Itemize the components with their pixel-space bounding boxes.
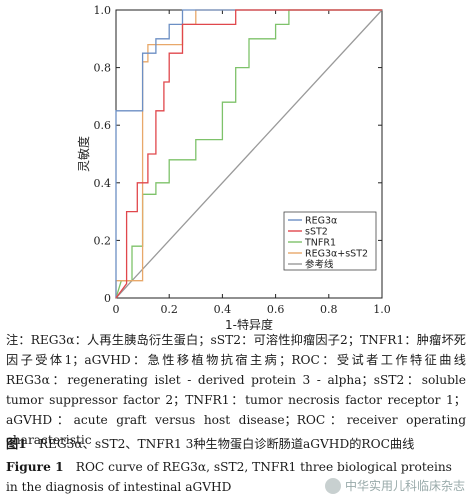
- roc-curve-4: [115, 9, 383, 299]
- watermark: 中华实用儿科临床杂志: [324, 477, 465, 494]
- y-tick-label: 0.8: [94, 62, 112, 75]
- x-axis-label: 1-特异度: [225, 317, 273, 330]
- y-tick-label: 0.2: [94, 234, 112, 247]
- roc-curve-2: [115, 9, 382, 299]
- legend-label: TNFR1: [304, 238, 336, 249]
- y-tick-label: 0.4: [94, 177, 112, 190]
- y-tick-label: 0.6: [94, 119, 112, 132]
- roc-curve-0: [115, 9, 382, 298]
- y-tick-label: 0: [104, 292, 111, 305]
- watermark-text: 中华实用儿科临床杂志: [344, 479, 465, 493]
- roc-chart: 0 0.2 0.4 0.6 0.8 1.0 0 0.2 0.4 0.6 0.8 1.0 1-特异度 灵敏度…: [76, 4, 391, 330]
- x-tick-label: 0.4: [214, 303, 232, 316]
- legend-label: REG3α: [305, 216, 337, 227]
- legend-box: [283, 211, 377, 271]
- roc-curve-1: [115, 9, 382, 299]
- legend-label: sST2: [305, 227, 328, 238]
- legend-label: REG3α+sST2: [305, 249, 368, 260]
- figure-caption-en: Figure 1 ROC curve of REG3α, sST2, TNFR1…: [6, 457, 466, 497]
- x-tick-label: 0: [113, 303, 120, 316]
- figure-title-en: ROC curve of REG3α, sST2, TNFR1 three bi…: [6, 460, 452, 494]
- figure-label-cn: 图1: [6, 437, 27, 451]
- figure-title-cn: REG3α、sST2、TNFR1 3种生物蛋白诊断肠道aGVHD的ROC曲线: [26, 437, 415, 451]
- y-tick-label: 1.0: [94, 4, 112, 17]
- x-tick-label: 0.8: [320, 303, 338, 316]
- wechat-icon: [324, 477, 341, 494]
- x-tick-label: 0.2: [160, 303, 178, 316]
- figure-note: 注：REG3α：人再生胰岛衍生蛋白；sST2：可溶性抑瘤因子2；TNFR1：肿瘤…: [6, 333, 471, 447]
- figure-caption-cn: 图1 REG3α、sST2、TNFR1 3种生物蛋白诊断肠道aGVHD的ROC曲…: [6, 434, 466, 454]
- y-axis-label: 灵敏度: [76, 136, 91, 172]
- x-tick-label: 1.0: [373, 303, 391, 316]
- roc-curve-3: [115, 9, 382, 298]
- x-tick-label: 0.6: [267, 303, 285, 316]
- figure-label-en: Figure 1: [6, 460, 64, 474]
- legend-label: 参考线: [305, 259, 334, 271]
